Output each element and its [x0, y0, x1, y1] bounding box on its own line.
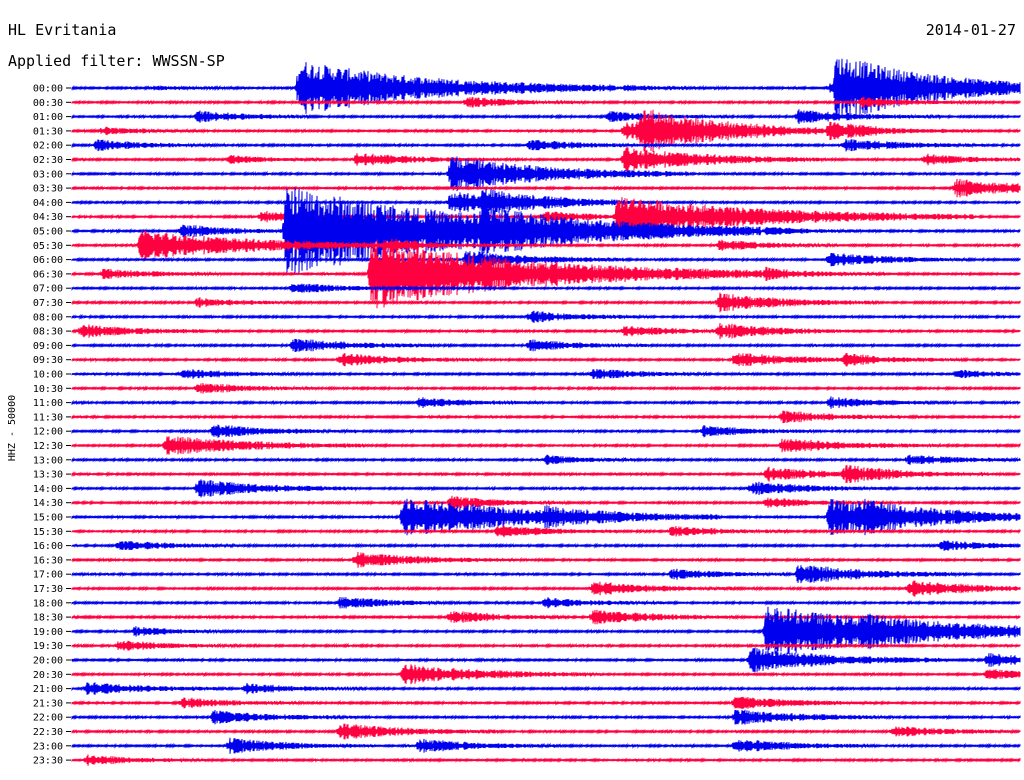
- row-label: 03:30: [33, 184, 63, 195]
- row-label: 15:30: [33, 527, 63, 538]
- row-label: 13:00: [33, 455, 63, 466]
- trace-group: [71, 58, 1021, 766]
- row-label: 06:00: [33, 255, 63, 266]
- row-label: 22:00: [33, 713, 63, 724]
- row-label: 22:30: [33, 727, 63, 738]
- row-label: 09:00: [33, 341, 63, 352]
- row-label: 04:00: [33, 198, 63, 209]
- row-label: 23:00: [33, 741, 63, 752]
- row-label: 20:00: [33, 656, 63, 667]
- row-label: 04:30: [33, 212, 63, 223]
- row-label: 02:30: [33, 155, 63, 166]
- row-label: 07:30: [33, 298, 63, 309]
- row-label: 01:30: [33, 126, 63, 137]
- station-name: HL Evritania: [8, 21, 116, 39]
- row-label: 18:30: [33, 613, 63, 624]
- row-label: 16:00: [33, 541, 63, 552]
- row-label-group: 00:00 00:30 01:00 01:30 02:00 02:30 03:00 03:30…: [33, 84, 71, 767]
- row-label: 23:30: [33, 756, 63, 767]
- row-label: 11:30: [33, 412, 63, 423]
- row-label: 21:00: [33, 684, 63, 695]
- row-label: 13:30: [33, 470, 63, 481]
- row-label: 16:30: [33, 555, 63, 566]
- row-label: 03:00: [33, 169, 63, 180]
- date-label: 2014-01-27: [926, 21, 1016, 39]
- row-label: 19:30: [33, 641, 63, 652]
- row-label: 14:30: [33, 498, 63, 509]
- row-label: 07:00: [33, 284, 63, 295]
- row-label: 06:30: [33, 269, 63, 280]
- filter-label: Applied filter: WWSSN-SP: [8, 52, 225, 70]
- row-label: 19:00: [33, 627, 63, 638]
- row-label: 00:30: [33, 98, 63, 109]
- row-label: 08:30: [33, 327, 63, 338]
- row-label: 05:30: [33, 241, 63, 252]
- row-label: 14:00: [33, 484, 63, 495]
- row-label: 05:00: [33, 227, 63, 238]
- row-label: 01:00: [33, 112, 63, 123]
- row-label: 17:30: [33, 584, 63, 595]
- row-label: 11:00: [33, 398, 63, 409]
- row-label: 15:00: [33, 513, 63, 524]
- row-label: 12:30: [33, 441, 63, 452]
- row-label: 12:00: [33, 427, 63, 438]
- row-label: 09:30: [33, 355, 63, 366]
- row-label: 10:30: [33, 384, 63, 395]
- y-axis-label: HHZ - 50000: [7, 395, 18, 461]
- row-label: 20:30: [33, 670, 63, 681]
- row-label: 08:00: [33, 312, 63, 323]
- row-label: 17:00: [33, 570, 63, 581]
- row-label: 02:00: [33, 141, 63, 152]
- row-label: 10:00: [33, 370, 63, 381]
- row-label: 21:30: [33, 698, 63, 709]
- row-label: 00:00: [33, 84, 63, 95]
- row-label: 18:00: [33, 598, 63, 609]
